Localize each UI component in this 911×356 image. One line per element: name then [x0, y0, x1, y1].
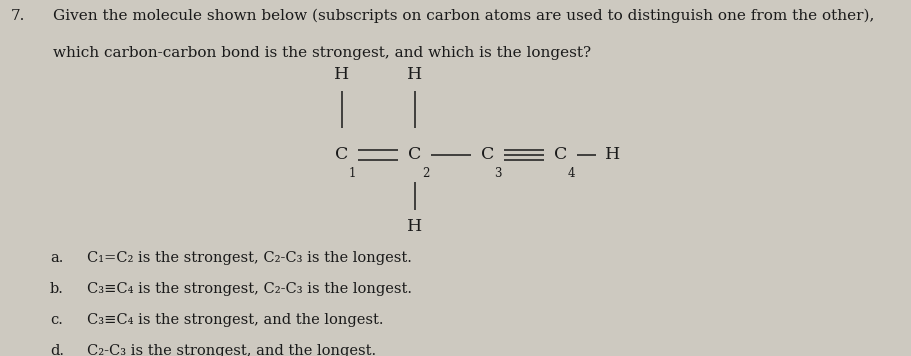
Text: b.: b. [50, 282, 64, 296]
Text: 7.: 7. [11, 9, 26, 23]
Text: H: H [605, 146, 619, 163]
Text: C₁=C₂ is the strongest, C₂-C₃ is the longest.: C₁=C₂ is the strongest, C₂-C₃ is the lon… [87, 251, 412, 265]
Text: 4: 4 [568, 167, 575, 180]
Text: which carbon-carbon bond is the strongest, and which is the longest?: which carbon-carbon bond is the stronges… [53, 46, 591, 60]
Text: C₃≡C₄ is the strongest, C₂-C₃ is the longest.: C₃≡C₄ is the strongest, C₂-C₃ is the lon… [87, 282, 412, 296]
Text: C: C [554, 146, 567, 163]
Text: 2: 2 [422, 167, 429, 180]
Text: 1: 1 [349, 167, 356, 180]
Text: C₂-C₃ is the strongest, and the longest.: C₂-C₃ is the strongest, and the longest. [87, 344, 375, 356]
Text: c.: c. [50, 313, 63, 327]
Text: Given the molecule shown below (subscripts on carbon atoms are used to distingui: Given the molecule shown below (subscrip… [53, 9, 875, 23]
Text: H: H [407, 66, 422, 83]
Text: a.: a. [50, 251, 64, 265]
Text: C₃≡C₄ is the strongest, and the longest.: C₃≡C₄ is the strongest, and the longest. [87, 313, 383, 327]
Text: H: H [334, 66, 349, 83]
Text: C: C [408, 146, 421, 163]
Text: H: H [407, 218, 422, 235]
Text: d.: d. [50, 344, 64, 356]
Text: 3: 3 [495, 167, 502, 180]
Text: C: C [481, 146, 494, 163]
Text: C: C [335, 146, 348, 163]
